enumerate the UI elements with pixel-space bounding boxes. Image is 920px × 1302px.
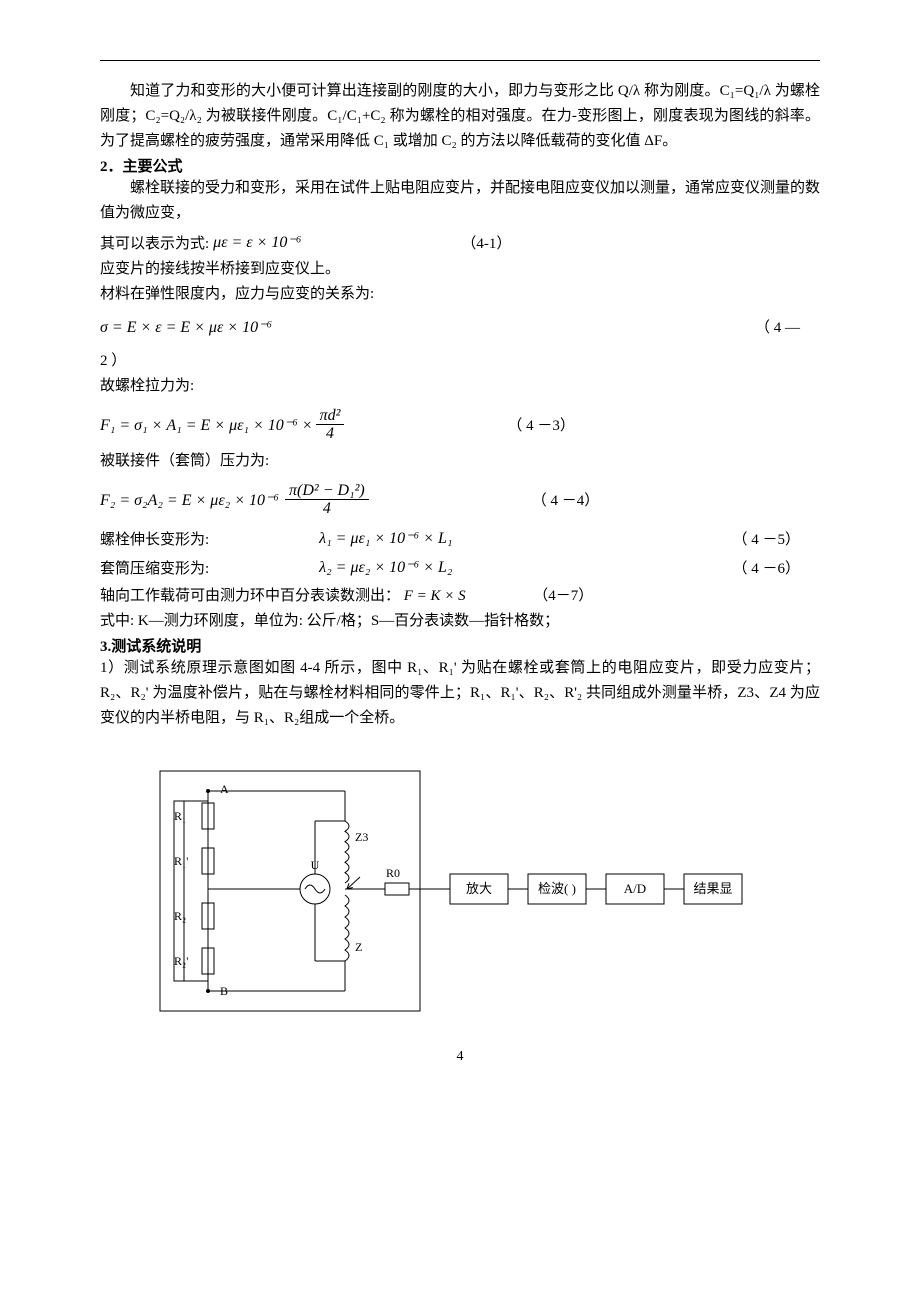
eq43-frac-den: 4 xyxy=(316,425,345,443)
eq47-num: （4－7） xyxy=(533,588,593,604)
line-b: 材料在弹性限度内，应力与应变的关系为: xyxy=(100,282,820,307)
intro-para: 知道了力和变形的大小便可计算出连接副的刚度的大小，即力与变形之比 Q/λ 称为刚… xyxy=(100,79,820,153)
eq44-frac-num: π(D² − D₁²) xyxy=(285,482,369,501)
eq47-line-wrap: 轴向工作载荷可由测力环中百分表读数测出： F = K × S （4－7） xyxy=(100,584,820,609)
eq45-label: 螺栓伸长变形为: xyxy=(100,528,209,549)
line-d: 被联接件（套筒）压力为: xyxy=(100,449,820,474)
eq47-body: F = K × S xyxy=(404,588,466,604)
eq45-num: （ 4 －5） xyxy=(732,528,820,549)
section3-para: 1）测试系统原理示意图如图 4-4 所示，图中 R₁、R₁' 为贴在螺栓或套筒上… xyxy=(100,656,820,730)
svg-text:A: A xyxy=(220,782,229,796)
svg-text:R0: R0 xyxy=(386,866,400,880)
page-number: 4 xyxy=(100,1049,820,1065)
eq44-lhs: F₂ = σ₂A₂ = E × με₂ × 10⁻⁶ xyxy=(100,490,279,510)
eq43-frac: πd² 4 xyxy=(316,407,345,443)
eq44-num: （ 4 －4） xyxy=(532,489,620,510)
eq43-lhs: F₁ = σ₁ × A₁ = E × με₁ × 10⁻⁶ × xyxy=(100,415,313,435)
eq44-frac: π(D² − D₁²) 4 xyxy=(285,482,369,518)
diagram-svg: ABR₁R₁'R₂R₂'UZ3ZR0放大检波( )A/D结果显 xyxy=(150,761,770,1021)
eq-4-1: 其可以表示为式: με = ε × 10⁻⁶ （4-1） xyxy=(100,232,820,253)
eq-4-4: F₂ = σ₂A₂ = E × με₂ × 10⁻⁶ π(D² − D₁²) 4… xyxy=(100,482,820,518)
svg-text:检波( ): 检波( ) xyxy=(538,881,576,896)
top-rule xyxy=(100,60,820,61)
svg-text:Z3: Z3 xyxy=(355,830,368,844)
eq43-num: （ 4 －3） xyxy=(507,414,595,435)
svg-text:R₁': R₁' xyxy=(174,854,188,868)
eq-4-6: 套筒压缩变形为: λ₂ = με₂ × 10⁻⁶ × L₂ （ 4 －6） xyxy=(100,557,820,578)
section2-para: 螺栓联接的受力和变形，采用在试件上贴电阻应变片，并配接电阻应变仪加以测量，通常应… xyxy=(100,176,820,226)
eq43-frac-num: πd² xyxy=(316,407,345,426)
eq-4-5: 螺栓伸长变形为: λ₁ = με₁ × 10⁻⁶ × L₁ （ 4 －5） xyxy=(100,528,820,549)
eq-4-2: σ = E × ε = E × με × 10⁻⁶ （ 4 — xyxy=(100,316,820,337)
line-c: 故螺栓拉力为: xyxy=(100,374,820,399)
svg-text:放大: 放大 xyxy=(466,881,492,896)
line-e: 式中: K—测力环刚度，单位为: 公斤/格；S—百分表读数—指针格数； xyxy=(100,609,820,634)
eq47-line: 轴向工作载荷可由测力环中百分表读数测出： xyxy=(100,588,400,604)
eq42-num-b: 2 ） xyxy=(100,349,820,374)
svg-text:结果显: 结果显 xyxy=(693,881,732,896)
svg-text:A/D: A/D xyxy=(624,881,646,896)
eq44-frac-den: 4 xyxy=(285,500,369,518)
diagram-wrap: ABR₁R₁'R₂R₂'UZ3ZR0放大检波( )A/D结果显 xyxy=(100,761,820,1021)
section2-title: 2．主要公式 xyxy=(100,155,820,176)
eq41-num: （4-1） xyxy=(461,232,531,253)
eq46-body: λ₂ = με₂ × 10⁻⁶ × L₂ xyxy=(319,557,452,577)
eq-4-3: F₁ = σ₁ × A₁ = E × με₁ × 10⁻⁶ × πd² 4 （ … xyxy=(100,407,820,443)
eq42-body: σ = E × ε = E × με × 10⁻⁶ xyxy=(100,317,272,337)
eq41-body: με = ε × 10⁻⁶ xyxy=(213,232,301,252)
svg-text:Z: Z xyxy=(355,940,362,954)
section3-title: 3.测试系统说明 xyxy=(100,635,820,656)
eq46-num: （ 4 －6） xyxy=(732,557,820,578)
svg-text:R₂': R₂' xyxy=(174,954,188,968)
eq46-label: 套筒压缩变形为: xyxy=(100,557,209,578)
line-a: 应变片的接线按半桥接到应变仪上。 xyxy=(100,257,820,282)
eq41-label: 其可以表示为式: xyxy=(100,232,209,253)
eq45-body: λ₁ = με₁ × 10⁻⁶ × L₁ xyxy=(319,528,452,548)
eq42-num-a: （ 4 — xyxy=(755,316,820,337)
page-root: 知道了力和变形的大小便可计算出连接副的刚度的大小，即力与变形之比 Q/λ 称为刚… xyxy=(0,0,920,1105)
